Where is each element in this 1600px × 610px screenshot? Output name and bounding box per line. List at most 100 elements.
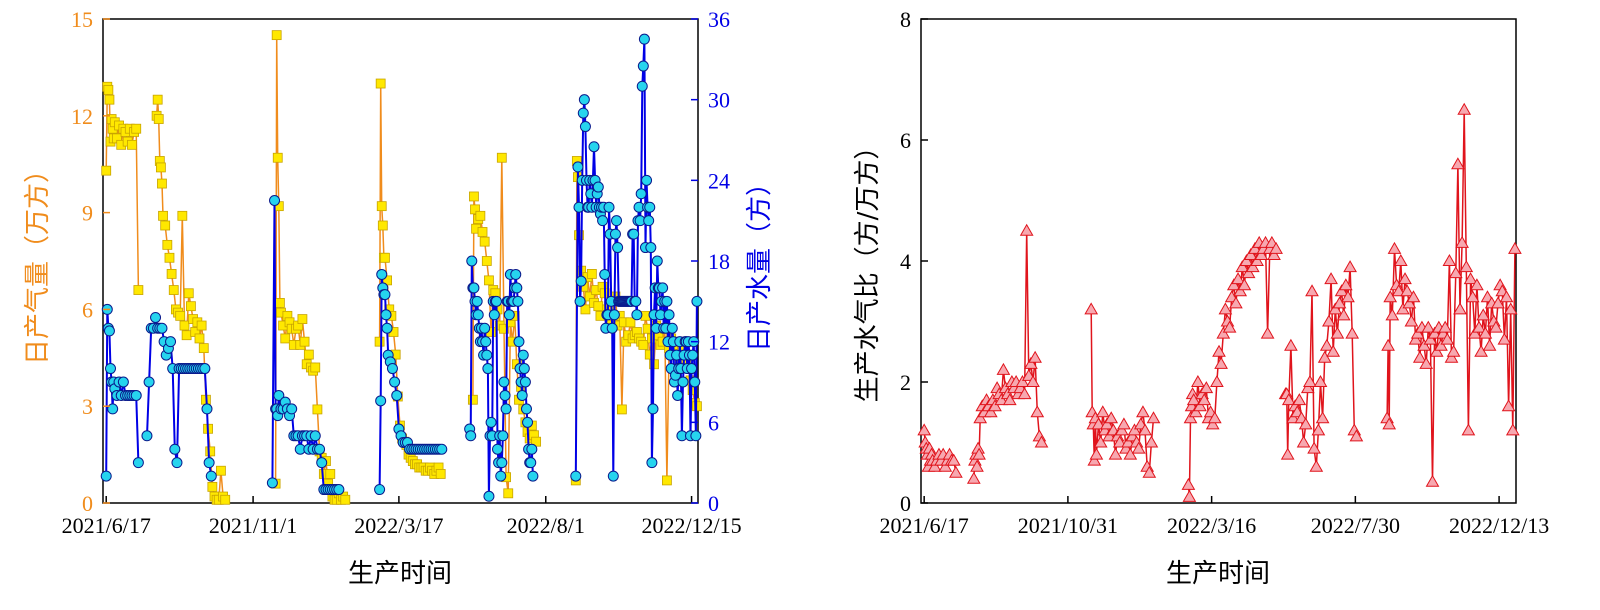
ratio-point bbox=[988, 399, 1002, 412]
gas-point bbox=[196, 320, 207, 331]
ratio-point bbox=[1245, 260, 1260, 273]
water-point bbox=[386, 363, 398, 375]
gas-point bbox=[186, 301, 196, 312]
gas-point bbox=[175, 310, 186, 321]
gas-point bbox=[207, 481, 218, 492]
water-point bbox=[635, 188, 647, 200]
left-y-tick-label-gas: 12 bbox=[71, 104, 93, 129]
ratio-point bbox=[1459, 260, 1474, 273]
ratio-point bbox=[946, 453, 961, 466]
ratio-point bbox=[1438, 320, 1453, 333]
ratio-point bbox=[1423, 332, 1438, 345]
gas-point bbox=[133, 285, 144, 295]
gas-point bbox=[297, 314, 308, 324]
water-point bbox=[644, 201, 656, 213]
ratio-point bbox=[1216, 326, 1231, 339]
water-point bbox=[465, 430, 477, 442]
ratio-point bbox=[1002, 393, 1017, 406]
ratio-point bbox=[1326, 344, 1341, 357]
ratio-point bbox=[1026, 374, 1040, 387]
water-point bbox=[150, 311, 162, 323]
right-plot-frame bbox=[920, 18, 1517, 504]
ratio-point bbox=[1412, 350, 1427, 363]
ratio-point bbox=[1322, 314, 1336, 327]
water-point bbox=[496, 457, 508, 469]
ratio-point bbox=[1183, 411, 1198, 424]
ratio-point bbox=[1345, 326, 1360, 339]
gas-point bbox=[220, 494, 231, 505]
left-x-tick-label: 2021/11/1 bbox=[209, 513, 297, 538]
water-point bbox=[512, 295, 524, 307]
water-point bbox=[286, 403, 298, 415]
ratio-point bbox=[1231, 272, 1245, 285]
ratio-point bbox=[1235, 260, 1250, 273]
ratio-point bbox=[1410, 326, 1425, 339]
water-point bbox=[511, 282, 523, 294]
water-point bbox=[631, 309, 643, 321]
series-water bbox=[100, 33, 703, 502]
ratio-point bbox=[1391, 284, 1406, 297]
water-point bbox=[588, 141, 600, 153]
ratio-point bbox=[1482, 338, 1497, 351]
gas-point bbox=[496, 152, 507, 163]
ratio-point bbox=[1218, 302, 1233, 315]
gas-point bbox=[168, 285, 179, 295]
ratio-point bbox=[1267, 247, 1281, 260]
water-point bbox=[579, 121, 591, 133]
gas-point bbox=[586, 269, 597, 279]
ratio-point bbox=[1108, 447, 1123, 460]
water-point bbox=[105, 363, 117, 375]
water-point bbox=[611, 215, 623, 227]
gas-point bbox=[662, 475, 672, 486]
gas-point bbox=[101, 165, 112, 176]
ratio-point bbox=[1451, 157, 1465, 170]
ratio-point bbox=[1144, 435, 1159, 448]
ratio-point bbox=[1091, 417, 1106, 430]
ratio-point bbox=[1385, 308, 1400, 321]
water-point bbox=[499, 389, 511, 401]
ratio-point bbox=[1292, 393, 1307, 406]
ratio-point bbox=[1467, 326, 1482, 339]
water-point bbox=[391, 389, 403, 401]
right-x-tick-label: 2021/10/31 bbox=[1018, 513, 1118, 538]
ratio-point bbox=[1095, 405, 1110, 418]
gas-point bbox=[127, 139, 137, 150]
water-point bbox=[374, 484, 386, 496]
gas-point bbox=[166, 269, 177, 279]
ratio-point bbox=[1400, 284, 1414, 297]
water-point bbox=[638, 33, 650, 45]
left-y-ticks-gas: 0 3 6 9 12 15 bbox=[71, 7, 110, 516]
ratio-point bbox=[1311, 423, 1326, 436]
left-x-tick-label: 2022/12/15 bbox=[641, 513, 741, 538]
left-y-tick-label-water: 24 bbox=[708, 168, 730, 193]
gas-point bbox=[340, 494, 351, 505]
water-point bbox=[498, 376, 510, 388]
ratio-point bbox=[1332, 296, 1347, 309]
right-y-tick-label: 8 bbox=[900, 7, 911, 32]
ratio-point bbox=[1188, 405, 1203, 418]
water-point bbox=[597, 215, 609, 227]
water-point bbox=[481, 349, 493, 361]
ratio-point bbox=[996, 362, 1011, 375]
ratio-point bbox=[1425, 474, 1440, 487]
gas-point bbox=[205, 446, 216, 457]
gas-point bbox=[380, 252, 390, 263]
ratio-point bbox=[1465, 290, 1480, 303]
water-point bbox=[169, 443, 181, 455]
ratio-point bbox=[1313, 374, 1328, 387]
gas-point bbox=[272, 152, 283, 163]
water-point bbox=[480, 336, 492, 348]
ratio-point bbox=[1017, 387, 1032, 400]
gas-series-line bbox=[274, 35, 346, 502]
water-point bbox=[380, 309, 392, 321]
left-x-ticks: 2021/6/17 2021/11/1 2022/3/17 2022/8/1 2022/… bbox=[62, 496, 742, 538]
ratio-point bbox=[1117, 417, 1131, 430]
ratio-point bbox=[1505, 423, 1520, 436]
water-point bbox=[375, 395, 387, 407]
right-x-tick-label: 2022/7/30 bbox=[1311, 513, 1400, 538]
left-x-tick-label: 2022/3/17 bbox=[354, 513, 443, 538]
ratio-point bbox=[1446, 344, 1461, 357]
ratio-point bbox=[1233, 284, 1248, 297]
water-point bbox=[132, 457, 144, 469]
ratio-point bbox=[1421, 320, 1436, 333]
